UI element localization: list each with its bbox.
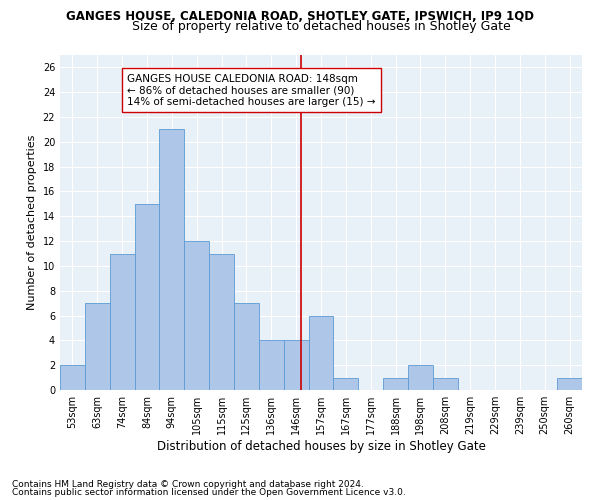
Bar xyxy=(433,378,458,390)
Y-axis label: Number of detached properties: Number of detached properties xyxy=(27,135,37,310)
Bar xyxy=(160,130,184,390)
Title: Size of property relative to detached houses in Shotley Gate: Size of property relative to detached ho… xyxy=(131,20,511,33)
Bar xyxy=(557,378,582,390)
Bar xyxy=(184,241,209,390)
Text: GANGES HOUSE, CALEDONIA ROAD, SHOTLEY GATE, IPSWICH, IP9 1QD: GANGES HOUSE, CALEDONIA ROAD, SHOTLEY GA… xyxy=(66,10,534,23)
Bar xyxy=(408,365,433,390)
Bar xyxy=(234,303,259,390)
Bar xyxy=(134,204,160,390)
Text: Contains HM Land Registry data © Crown copyright and database right 2024.: Contains HM Land Registry data © Crown c… xyxy=(12,480,364,489)
Bar xyxy=(60,365,85,390)
Bar xyxy=(110,254,134,390)
Text: Contains public sector information licensed under the Open Government Licence v3: Contains public sector information licen… xyxy=(12,488,406,497)
Bar xyxy=(85,303,110,390)
Text: GANGES HOUSE CALEDONIA ROAD: 148sqm
← 86% of detached houses are smaller (90)
14: GANGES HOUSE CALEDONIA ROAD: 148sqm ← 86… xyxy=(127,74,376,107)
X-axis label: Distribution of detached houses by size in Shotley Gate: Distribution of detached houses by size … xyxy=(157,440,485,453)
Bar xyxy=(334,378,358,390)
Bar xyxy=(209,254,234,390)
Bar xyxy=(259,340,284,390)
Bar xyxy=(284,340,308,390)
Bar xyxy=(383,378,408,390)
Bar xyxy=(308,316,334,390)
